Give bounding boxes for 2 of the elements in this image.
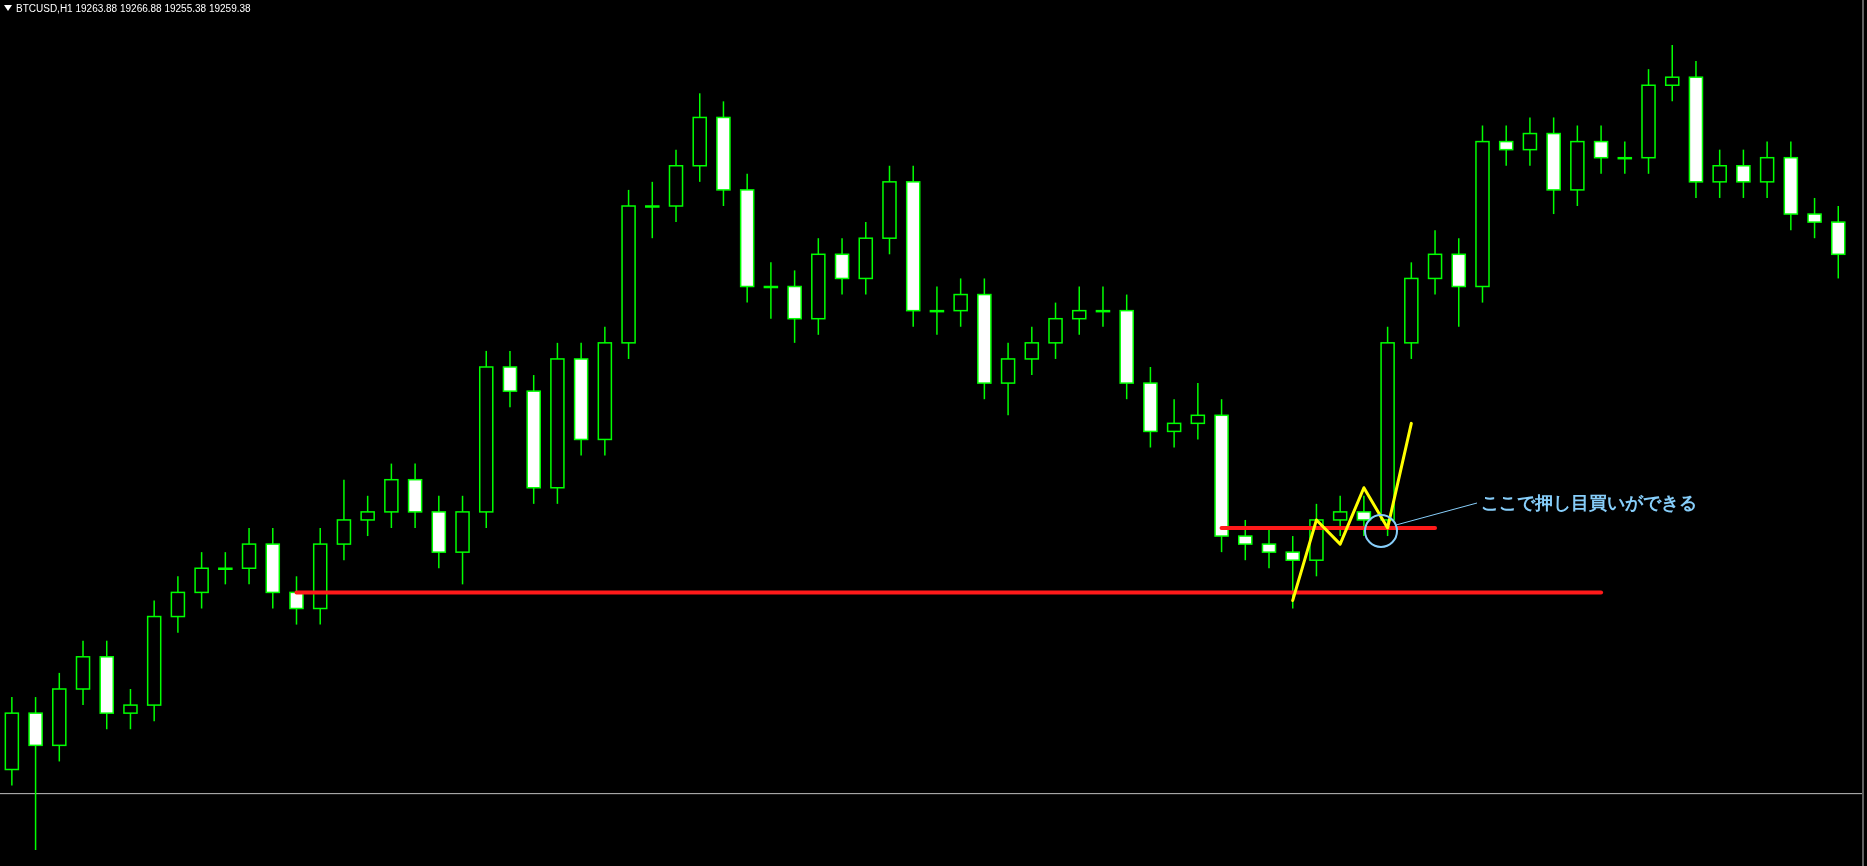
title: BTCUSD,H1 19263.88 19266.88 19255.38 19259.38 (4, 3, 251, 14)
annotation: ここで押し目買いができる (1481, 492, 1697, 513)
